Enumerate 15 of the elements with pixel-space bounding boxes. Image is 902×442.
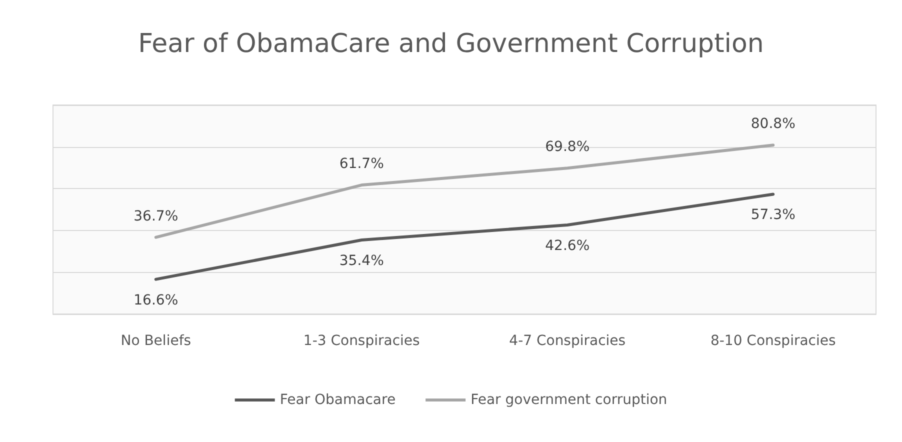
x-tick-label: 1-3 Conspiracies xyxy=(303,333,420,349)
data-label: 57.3% xyxy=(750,207,796,224)
chart-title: Fear of ObamaCare and Government Corruption xyxy=(138,29,764,59)
data-label: 16.6% xyxy=(134,292,178,308)
x-tick-label: 8-10 Conspiracies xyxy=(710,333,836,349)
legend-label: Fear Obamacare xyxy=(280,392,396,408)
data-label: 61.7% xyxy=(339,156,384,172)
legend-label: Fear government corruption xyxy=(470,392,668,408)
data-label: 36.7% xyxy=(134,208,178,224)
x-tick-label: No Beliefs xyxy=(120,333,192,349)
data-label: 42.6% xyxy=(545,238,590,254)
x-tick-label: 4-7 Conspiracies xyxy=(509,333,626,349)
data-label: 80.8% xyxy=(750,116,796,132)
data-label: 69.8% xyxy=(545,139,590,156)
data-label: 35.4% xyxy=(339,253,384,270)
